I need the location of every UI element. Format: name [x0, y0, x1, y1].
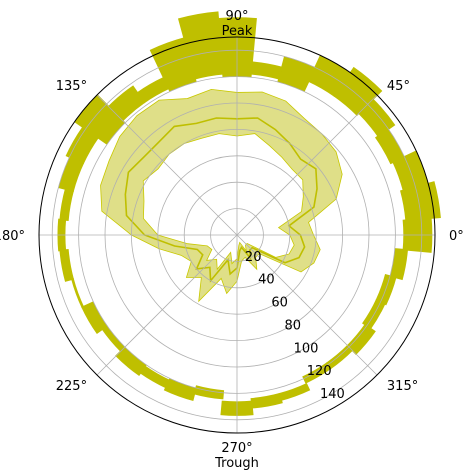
angle-label-180: 180° — [0, 229, 25, 244]
angle-label-135: 135° — [56, 79, 87, 94]
angle-annotation-90: Peak — [222, 24, 253, 39]
radial-tick-label-80: 80 — [285, 318, 302, 333]
angle-label-270: 270° — [221, 441, 252, 456]
bar-segment-19 — [59, 249, 74, 282]
bar-segment-28 — [251, 393, 283, 409]
bar-segment-24 — [139, 365, 170, 388]
grid-layer — [39, 37, 435, 433]
bar-segment-20 — [71, 278, 84, 308]
radial-tick-label-120: 120 — [307, 364, 332, 379]
radial-tick-label-20: 20 — [245, 250, 262, 265]
bar-segment-8 — [250, 61, 282, 79]
radial-tick-label-140: 140 — [320, 387, 345, 402]
radial-tick-label-100: 100 — [294, 341, 319, 356]
angle-label-225: 225° — [56, 379, 87, 394]
angle-annotation-270: Trough — [214, 456, 259, 471]
bar-segment-25 — [164, 378, 197, 401]
bar-segment-7 — [277, 56, 316, 91]
bar-segment-22 — [101, 325, 125, 352]
bar-segment-29 — [279, 383, 311, 401]
angle-label-315: 315° — [387, 379, 418, 394]
radial-tick-label-60: 60 — [271, 296, 288, 311]
radial-tick-label-40: 40 — [258, 273, 275, 288]
bar-segment-17 — [59, 188, 74, 221]
angle-label-90: 90° — [225, 9, 248, 24]
angle-label-45: 45° — [387, 79, 410, 94]
angle-label-0: 0° — [449, 229, 464, 244]
grid-spoke-225 — [97, 235, 237, 375]
